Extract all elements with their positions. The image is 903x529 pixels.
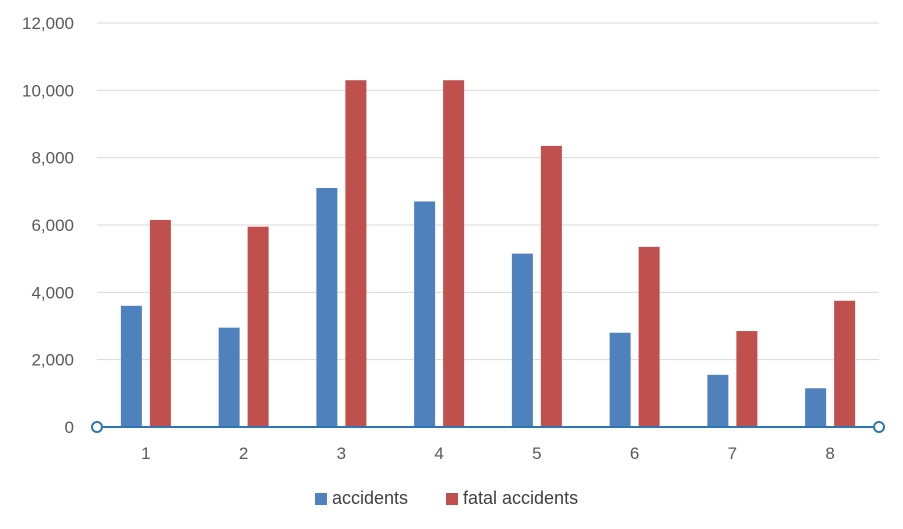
y-tick-label: 0 bbox=[65, 418, 74, 437]
bar-accidents-3 bbox=[316, 187, 338, 427]
bar-accidents-4 bbox=[414, 201, 436, 427]
x-tick-label: 7 bbox=[728, 444, 737, 463]
bar-accidents-6 bbox=[609, 332, 631, 427]
x-axis-tick-labels: 1 2 3 4 5 6 7 8 bbox=[141, 444, 835, 463]
gridlines bbox=[97, 22, 879, 361]
y-tick-label: 2,000 bbox=[31, 351, 74, 370]
bars bbox=[120, 80, 856, 427]
bar-fatal-accidents-2 bbox=[247, 226, 269, 427]
bar-fatal-accidents-7 bbox=[736, 331, 758, 427]
legend-swatch-fatal-accidents bbox=[446, 493, 458, 505]
x-axis[interactable] bbox=[91, 421, 885, 433]
x-tick-label: 1 bbox=[141, 444, 150, 463]
legend-label-fatal-accidents: fatal accidents bbox=[463, 488, 578, 508]
axis-handle-left[interactable] bbox=[91, 421, 103, 433]
x-tick-label: 6 bbox=[630, 444, 639, 463]
bar-fatal-accidents-1 bbox=[149, 219, 171, 427]
bar-fatal-accidents-6 bbox=[638, 246, 660, 427]
x-tick-label: 8 bbox=[825, 444, 834, 463]
legend: accidents fatal accidents bbox=[315, 488, 578, 508]
bar-accidents-2 bbox=[218, 327, 240, 427]
y-tick-label: 10,000 bbox=[22, 81, 74, 100]
bar-accidents-8 bbox=[805, 388, 827, 427]
x-tick-label: 2 bbox=[239, 444, 248, 463]
axis-handle-right[interactable] bbox=[873, 421, 885, 433]
x-tick-label: 4 bbox=[434, 444, 443, 463]
legend-label-accidents: accidents bbox=[332, 488, 408, 508]
x-tick-label: 5 bbox=[532, 444, 541, 463]
bar-accidents-1 bbox=[120, 305, 142, 427]
x-tick-label: 3 bbox=[337, 444, 346, 463]
bar-fatal-accidents-4 bbox=[443, 80, 465, 427]
y-tick-label: 6,000 bbox=[31, 216, 74, 235]
bar-accidents-7 bbox=[707, 374, 729, 427]
y-tick-label: 8,000 bbox=[31, 149, 74, 168]
bar-fatal-accidents-3 bbox=[345, 80, 367, 427]
bar-fatal-accidents-8 bbox=[834, 300, 856, 427]
legend-swatch-accidents bbox=[315, 493, 327, 505]
y-axis-tick-labels: 0 2,000 4,000 6,000 8,000 10,000 12,000 bbox=[22, 14, 74, 437]
y-tick-label: 4,000 bbox=[31, 283, 74, 302]
bar-fatal-accidents-5 bbox=[540, 145, 562, 427]
y-tick-label: 12,000 bbox=[22, 14, 74, 33]
bar-accidents-5 bbox=[511, 253, 533, 427]
